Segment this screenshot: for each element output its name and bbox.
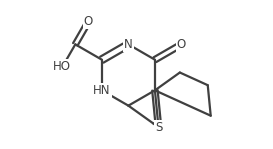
- Text: O: O: [84, 15, 93, 28]
- Text: N: N: [124, 38, 133, 51]
- Text: O: O: [177, 38, 186, 51]
- Text: HN: HN: [93, 84, 111, 97]
- Text: HO: HO: [53, 60, 71, 73]
- Text: S: S: [155, 121, 162, 134]
